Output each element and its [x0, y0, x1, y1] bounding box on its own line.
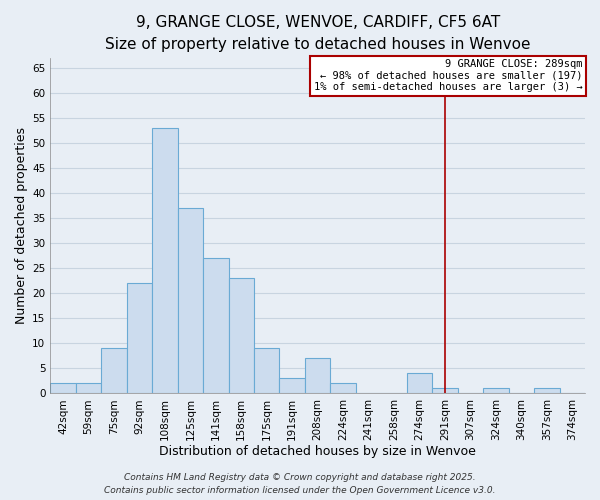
- Text: 9 GRANGE CLOSE: 289sqm
← 98% of detached houses are smaller (197)
1% of semi-det: 9 GRANGE CLOSE: 289sqm ← 98% of detached…: [314, 59, 583, 92]
- Bar: [483, 388, 509, 394]
- Bar: [254, 348, 280, 394]
- Bar: [305, 358, 331, 394]
- Bar: [152, 128, 178, 394]
- Title: 9, GRANGE CLOSE, WENVOE, CARDIFF, CF5 6AT
Size of property relative to detached : 9, GRANGE CLOSE, WENVOE, CARDIFF, CF5 6A…: [105, 15, 530, 52]
- Bar: [331, 384, 356, 394]
- Bar: [50, 384, 76, 394]
- Text: Contains HM Land Registry data © Crown copyright and database right 2025.
Contai: Contains HM Land Registry data © Crown c…: [104, 474, 496, 495]
- Bar: [76, 384, 101, 394]
- Bar: [203, 258, 229, 394]
- Y-axis label: Number of detached properties: Number of detached properties: [15, 127, 28, 324]
- Bar: [432, 388, 458, 394]
- Bar: [101, 348, 127, 394]
- Bar: [407, 374, 432, 394]
- X-axis label: Distribution of detached houses by size in Wenvoe: Distribution of detached houses by size …: [159, 444, 476, 458]
- Bar: [280, 378, 305, 394]
- Bar: [534, 388, 560, 394]
- Bar: [127, 283, 152, 394]
- Bar: [178, 208, 203, 394]
- Bar: [229, 278, 254, 394]
